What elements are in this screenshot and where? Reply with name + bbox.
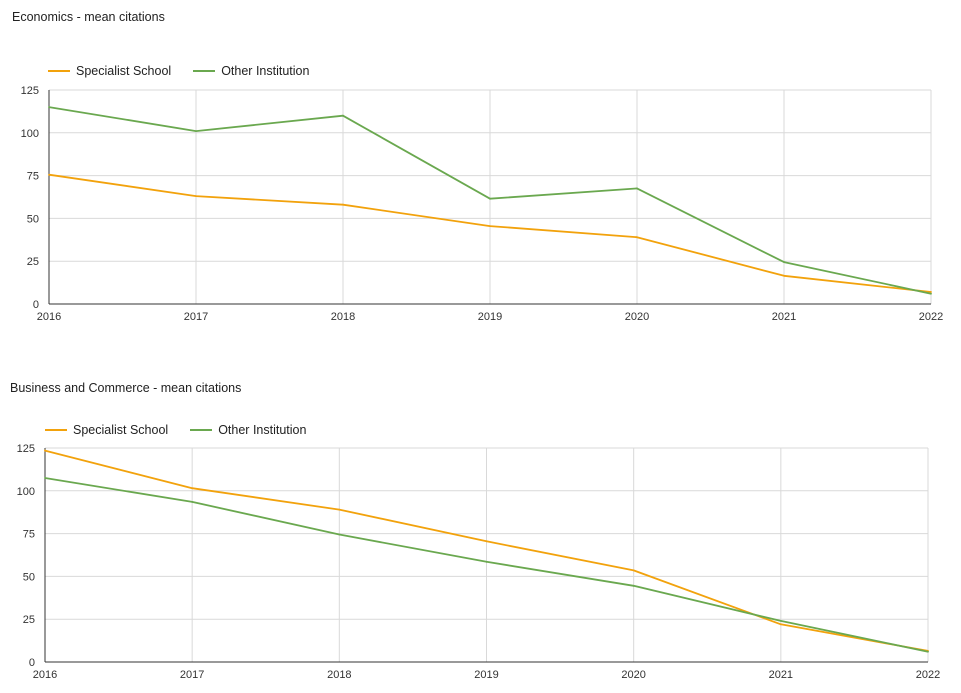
y-tick-label: 0 <box>29 657 35 669</box>
data-point-specialist-school <box>632 569 635 572</box>
legend-label: Other Institution <box>221 64 310 78</box>
x-tick-label: 2022 <box>916 669 940 681</box>
legend-swatch-specialist-school <box>45 429 67 431</box>
y-tick-label: 75 <box>27 171 39 183</box>
data-point-other-institution <box>927 650 929 653</box>
legend-item-specialist-school[interactable]: Specialist School <box>45 423 168 437</box>
x-tick-label: 2022 <box>919 311 943 323</box>
x-tick-label: 2017 <box>180 669 204 681</box>
data-point-other-institution <box>338 533 341 536</box>
data-point-specialist-school <box>489 225 491 228</box>
x-tick-label: 2018 <box>331 311 355 323</box>
x-tick-label: 2019 <box>478 311 502 323</box>
data-point-specialist-school <box>779 623 782 626</box>
x-tick-label: 2018 <box>327 669 351 681</box>
x-tick-label: 2016 <box>33 669 57 681</box>
data-point-other-institution <box>930 292 932 295</box>
y-tick-label: 50 <box>23 571 35 583</box>
data-point-specialist-school <box>342 203 344 206</box>
data-point-other-institution <box>191 501 194 503</box>
data-point-other-institution <box>485 560 488 563</box>
x-tick-label: 2017 <box>184 311 208 323</box>
data-point-other-institution <box>636 187 638 190</box>
data-point-other-institution <box>489 197 491 200</box>
legend-label: Other Institution <box>218 423 307 437</box>
chart-2-title: Business and Commerce - mean citations <box>10 381 242 395</box>
data-point-other-institution <box>195 130 197 132</box>
data-point-specialist-school <box>338 508 341 511</box>
chart-2-plot: 0 25 50 75 100 125 2016 2017 2018 2019 2020 2021 202… <box>17 443 941 681</box>
y-tick-label: 50 <box>27 213 39 225</box>
data-point-other-institution <box>48 106 50 109</box>
chart-1-plot: 0 25 50 75 100 125 2016 2017 2018 2019 2020 2021 202… <box>21 85 944 323</box>
data-point-specialist-school <box>44 449 46 452</box>
y-tick-label: 25 <box>27 256 39 268</box>
legend-item-other-institution[interactable]: Other Institution <box>190 423 306 437</box>
legend-swatch-other-institution <box>190 429 213 431</box>
x-tick-label: 2020 <box>621 669 645 681</box>
x-tick-label: 2021 <box>772 311 796 323</box>
data-point-other-institution <box>779 620 782 622</box>
x-tick-label: 2016 <box>37 311 61 323</box>
legend-label: Specialist School <box>73 423 169 437</box>
x-tick-label: 2020 <box>625 311 649 323</box>
data-point-specialist-school <box>636 236 638 239</box>
chart-1-legend: Specialist School Other Institution <box>48 64 331 78</box>
legend-swatch-specialist-school <box>48 70 70 72</box>
legend-item-specialist-school[interactable]: Specialist School <box>48 64 171 78</box>
y-tick-label: 75 <box>23 529 35 541</box>
data-point-other-institution <box>342 114 344 117</box>
y-tick-label: 100 <box>17 486 35 498</box>
x-tick-label: 2019 <box>474 669 498 681</box>
y-tick-label: 125 <box>17 443 35 455</box>
y-tick-label: 100 <box>21 128 39 140</box>
data-point-specialist-school <box>783 274 785 277</box>
data-point-specialist-school <box>485 540 488 543</box>
data-point-specialist-school <box>930 291 932 293</box>
y-tick-label: 25 <box>23 614 35 626</box>
data-point-other-institution <box>632 584 635 587</box>
data-point-specialist-school <box>48 173 50 176</box>
chart-2-legend: Specialist School Other Institution <box>45 423 328 437</box>
legend-item-other-institution[interactable]: Other Institution <box>193 64 309 78</box>
x-tick-label: 2021 <box>769 669 793 681</box>
data-point-specialist-school <box>195 195 197 198</box>
y-tick-label: 125 <box>21 85 39 97</box>
data-point-other-institution <box>44 477 46 479</box>
data-point-specialist-school <box>191 487 194 490</box>
legend-swatch-other-institution <box>193 70 216 72</box>
y-tick-label: 0 <box>33 299 39 311</box>
chart-1-title: Economics - mean citations <box>12 10 165 24</box>
legend-label: Specialist School <box>76 64 172 78</box>
data-point-other-institution <box>783 261 785 263</box>
